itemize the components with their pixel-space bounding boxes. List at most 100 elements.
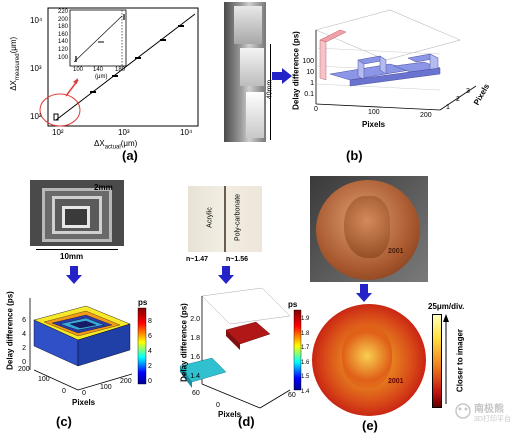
panel-a-point (53, 113, 59, 121)
photo-scale-bar (270, 44, 271, 140)
grid (315, 83, 441, 91)
tick: 4 (22, 331, 26, 338)
panel-c-xtick: 100 (100, 384, 112, 391)
panel-a-ylabel: ΔXmeasured(μm) (9, 19, 21, 109)
ylabel-main: ΔX (9, 80, 19, 91)
panel-d-xlabel: Pixels (218, 410, 242, 419)
panel-c-x-axis (77, 373, 133, 391)
panel-b-bar-blue-side (379, 55, 387, 75)
panel-a-photo (224, 2, 266, 142)
panel-a-ytick: 10² (30, 112, 42, 121)
tick: 220 (57, 9, 68, 15)
panel-c-ytick: 200 (18, 366, 30, 373)
ylabel-sub: measured (14, 53, 21, 81)
panel-a-label: (a) (122, 148, 138, 163)
panel-d-x-axis (201, 383, 261, 409)
tick: 140 (57, 39, 68, 46)
coin-year: 2001 (388, 248, 404, 255)
tick: 1.8 (190, 335, 200, 342)
panel-c-photo-outer-label: 10mm (60, 252, 84, 261)
photo-seam (224, 186, 226, 252)
panel-d-plot (179, 287, 302, 409)
panel-c-plot (29, 298, 147, 391)
tick: 100 (302, 58, 314, 65)
panel-c-xtick: 0 (82, 390, 86, 397)
tick: 2 (148, 363, 152, 370)
panel-d-index-left: n~1.47 (186, 256, 208, 263)
tick: 10 (306, 69, 314, 76)
panel-d-colorbar (293, 309, 302, 391)
photo-step-mid (240, 48, 264, 86)
panel-b-bar-pink-side (319, 39, 327, 81)
panel-a-inset-line (73, 15, 123, 63)
panel-d-colorbar-ticks: 1.9 1.8 1.7 1.6 1.5 1.4 (301, 312, 309, 399)
panel-c-ytick: 0 (62, 388, 66, 395)
panel-b-bar-pink (319, 29, 347, 43)
panel-e-heatmap: 2001 (312, 304, 426, 416)
inset-unit: (μm) (95, 74, 108, 80)
colorbar-arrow-icon (443, 314, 449, 404)
xlabel-main: ΔX (94, 139, 105, 148)
photo-ring-inner (62, 206, 90, 228)
watermark-icon (455, 403, 471, 419)
panel-a-ytick: 10⁴ (30, 16, 43, 25)
panel-e-photo: 2001 (310, 176, 428, 282)
panel-a-highlight-arrowhead (73, 78, 78, 84)
tick: 160 (57, 31, 68, 38)
tick: 1.5 (301, 374, 310, 380)
ylabel-unit: (μm) (9, 36, 19, 54)
tick: 6 (148, 333, 152, 340)
panel-d-surface-acrylic (179, 357, 227, 383)
panel-a-xtick: 10² (52, 128, 64, 137)
panel-a-plot (39, 7, 199, 127)
inset-x-tick-100: 100 (73, 67, 84, 73)
panel-b-zticks: 100 10 1 0.1 (298, 56, 314, 100)
tick: 1.4 (190, 373, 200, 380)
panel-a-xtick: 10³ (118, 128, 130, 137)
tick: 120 (57, 46, 68, 53)
panel-d-index-right: n~1.56 (226, 256, 248, 263)
watermark-line1: 南极熊 (474, 404, 504, 415)
panel-a-highlight-ellipse (39, 93, 81, 127)
panel-a-inset-yticks: 220 200 180 160 140 120 100 (56, 9, 68, 62)
panel-d-back-plane (201, 287, 291, 325)
panel-b-ytick: 2 (456, 96, 460, 103)
panel-d-label: (d) (238, 414, 255, 429)
panel-e: 2001 25μm/div. Closer to imager (e) 南极熊 … (310, 302, 514, 433)
panel-c-zlabel: Delay difference (ps) (5, 291, 15, 370)
panel-c-colorbar-ticks: 8 6 4 2 0 (148, 314, 152, 389)
inset-x-tick-180: 180 (115, 67, 126, 73)
panel-c-photo-scale (36, 249, 118, 250)
grid (315, 47, 441, 55)
panel-a-xtick: 10⁴ (180, 128, 193, 137)
coin-penny: 2001 (316, 180, 420, 280)
panel-d-ytick: 60 (192, 390, 200, 397)
panel-c-colorbar (137, 307, 147, 385)
tick: 0 (22, 359, 26, 366)
panel-b-x-axis (315, 103, 441, 111)
tick: 1.6 (301, 359, 310, 366)
panel-c-ytick: 100 (38, 376, 50, 383)
tick: 2 (22, 345, 26, 352)
panel-c-xtick: 200 (120, 378, 132, 385)
tick: 180 (57, 24, 68, 31)
photo-step-low (246, 92, 264, 138)
panel-b-bar-blue-front (349, 67, 441, 87)
panel-a: 220 200 180 160 140 120 100 100 140 180 … (0, 0, 214, 165)
tick: 6 (22, 317, 26, 324)
tick: 1.7 (301, 345, 310, 351)
panel-b-back-wall (315, 9, 461, 61)
watermark-line2: 3D打印平台 (474, 416, 511, 423)
panel-a-points (53, 25, 184, 121)
tick: 2.0 (190, 316, 200, 323)
coin-profile (344, 196, 390, 258)
panel-d: Delay difference (ps) 2.0 1.8 1.6 1.4 60… (170, 286, 310, 433)
panel-d-material-right: Poly-carbonate (234, 193, 242, 242)
panel-d-surface-polycarbonate (225, 321, 271, 345)
panel-d-xtick: 0 (216, 402, 220, 409)
heatmap-profile (342, 324, 392, 388)
heatmap-year: 2001 (388, 378, 404, 385)
tick: 8 (148, 318, 152, 325)
panel-b-plot (315, 9, 477, 111)
panel-d-y-axis (259, 389, 291, 409)
